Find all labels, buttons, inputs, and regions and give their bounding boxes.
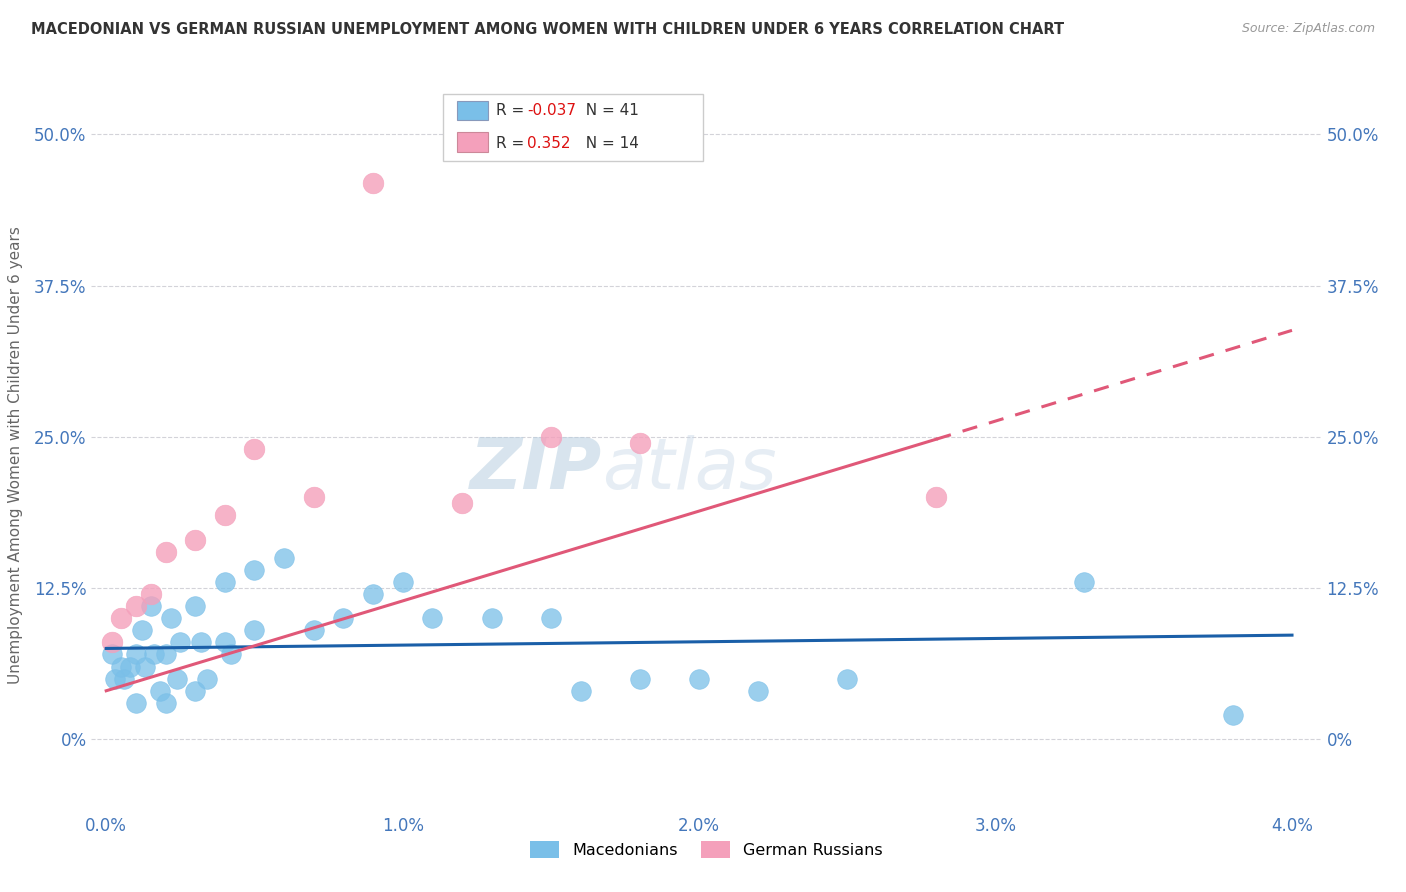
Point [273, 550, 295, 565]
Point [101, 648, 124, 662]
Point [155, 696, 177, 710]
Text: R =: R = [496, 103, 530, 118]
Text: ZIP: ZIP [470, 434, 602, 504]
Text: N = 41: N = 41 [576, 103, 640, 118]
Point [110, 659, 132, 673]
Text: MACEDONIAN VS GERMAN RUSSIAN UNEMPLOYMENT AMONG WOMEN WITH CHILDREN UNDER 6 YEAR: MACEDONIAN VS GERMAN RUSSIAN UNEMPLOYMEN… [31, 22, 1064, 37]
Legend: Macedonians, German Russians: Macedonians, German Russians [524, 834, 889, 864]
Point [628, 435, 651, 450]
Point [166, 672, 188, 686]
Point [361, 587, 384, 601]
Point [101, 635, 124, 649]
Text: atlas: atlas [602, 434, 776, 504]
Point [142, 648, 165, 662]
Point [361, 176, 384, 190]
Point [125, 648, 148, 662]
Point [243, 442, 266, 456]
Point [540, 430, 562, 444]
Text: N = 14: N = 14 [576, 136, 640, 151]
Point [139, 599, 162, 613]
Point [131, 624, 153, 638]
Point [925, 490, 948, 504]
Point [134, 659, 156, 673]
Point [148, 683, 170, 698]
Point [332, 611, 354, 625]
Point [184, 599, 207, 613]
Point [219, 648, 242, 662]
Point [1222, 708, 1244, 723]
Point [569, 683, 592, 698]
Point [118, 659, 141, 673]
Point [481, 611, 503, 625]
Point [139, 587, 162, 601]
Point [184, 683, 207, 698]
Point [688, 672, 710, 686]
Point [837, 672, 859, 686]
Point [155, 648, 177, 662]
Point [747, 683, 769, 698]
Point [451, 496, 474, 510]
Point [302, 624, 325, 638]
Point [1073, 574, 1095, 589]
Point [214, 635, 236, 649]
Point [184, 533, 207, 547]
Point [628, 672, 651, 686]
Point [125, 599, 148, 613]
Text: 0.352: 0.352 [527, 136, 571, 151]
Point [214, 508, 236, 523]
Point [125, 696, 148, 710]
Point [104, 672, 127, 686]
Point [420, 611, 443, 625]
Text: Source: ZipAtlas.com: Source: ZipAtlas.com [1241, 22, 1375, 36]
Point [112, 672, 135, 686]
Point [169, 635, 191, 649]
Point [214, 574, 236, 589]
Point [195, 672, 218, 686]
Point [243, 563, 266, 577]
Y-axis label: Unemployment Among Women with Children Under 6 years: Unemployment Among Women with Children U… [8, 226, 22, 684]
Text: R =: R = [496, 136, 534, 151]
Point [302, 490, 325, 504]
Text: -0.037: -0.037 [527, 103, 576, 118]
Point [160, 611, 183, 625]
Point [190, 635, 212, 649]
Point [155, 544, 177, 558]
Point [391, 574, 413, 589]
Point [110, 611, 132, 625]
Point [540, 611, 562, 625]
Point [243, 624, 266, 638]
